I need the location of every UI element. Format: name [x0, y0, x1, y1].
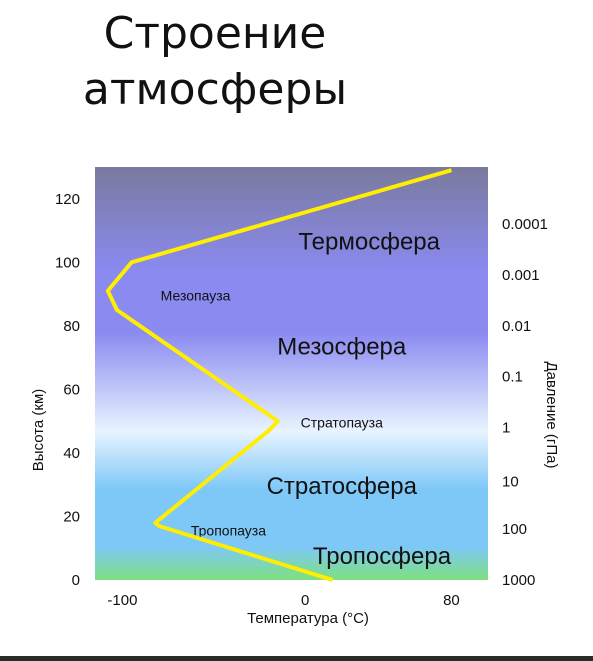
bottom-bar [0, 656, 593, 661]
pressure-tick-label: 0.001 [502, 267, 540, 284]
layer-label-5: Стратопауза [301, 415, 383, 431]
layer-label-0: Термосфера [298, 229, 440, 256]
title-line-2: атмосферы [82, 64, 348, 115]
pressure-tick-label: 0.1 [502, 369, 523, 386]
title-line-1: Строение [103, 8, 327, 59]
x-tick-label: -100 [107, 592, 137, 609]
layer-label-3: Тропосфера [313, 543, 452, 570]
temperature-profile-line [105, 168, 452, 582]
y-tick-label: 80 [63, 318, 80, 335]
y-axis-label: Высота (км) [30, 389, 47, 472]
atmosphere-chart: Термосфера Мезосфера Стратосфера Тропосфера… [30, 167, 560, 627]
y-tick-label: 20 [63, 508, 80, 525]
pressure-tick-label: 100 [502, 521, 527, 538]
pressure-axis-label: Давление (гПа) [543, 362, 560, 469]
pressure-tick-label: 1 [502, 420, 510, 437]
layer-label-2: Стратосфера [267, 473, 418, 500]
pressure-tick-label: 1000 [502, 572, 535, 589]
y-tick-label: 0 [72, 572, 80, 589]
layer-label-1: Мезосфера [277, 333, 407, 360]
pressure-tick-label: 0.0001 [502, 216, 548, 233]
x-axis-label: Температура (°С) [247, 610, 369, 627]
y-tick-label: 60 [63, 381, 80, 398]
plot-background [95, 167, 488, 580]
y-tick-label: 40 [63, 445, 80, 462]
layer-label-6: Тропопауза [191, 523, 266, 539]
layer-label-4: Мезопауза [161, 287, 231, 303]
pressure-tick-label: 0.01 [502, 318, 531, 335]
slide-title: Строение атмосферы [0, 0, 430, 118]
x-tick-label: 80 [443, 592, 460, 609]
y-tick-label: 100 [55, 254, 80, 271]
pressure-tick-label: 10 [502, 474, 519, 491]
y-tick-label: 120 [55, 191, 80, 208]
x-tick-label: 0 [301, 592, 309, 609]
